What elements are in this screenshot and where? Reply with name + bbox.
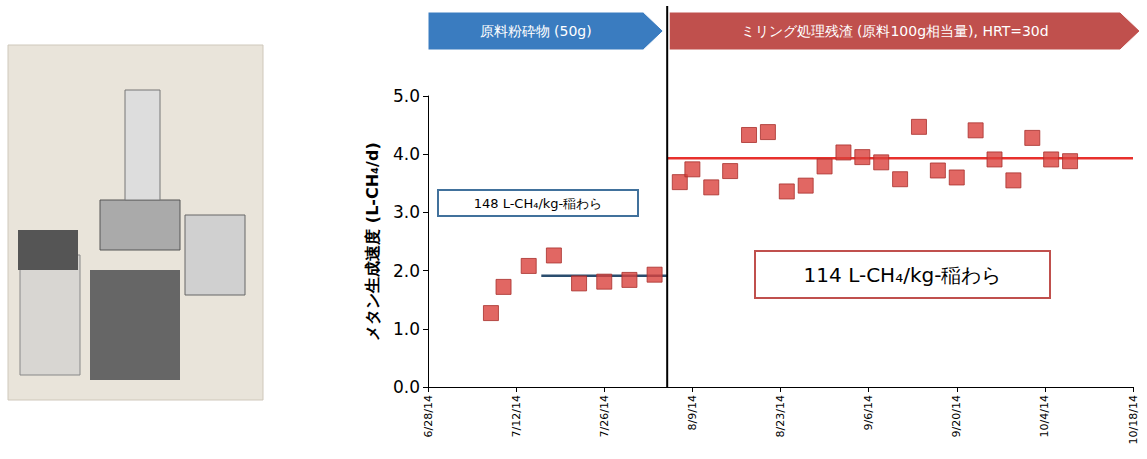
svg-text:3.0: 3.0 (393, 202, 420, 222)
svg-text:6/28/14: 6/28/14 (422, 395, 435, 437)
svg-text:原料粉砕物 (50g): 原料粉砕物 (50g) (480, 23, 592, 39)
svg-text:9/6/14: 9/6/14 (862, 395, 875, 430)
svg-text:114 L-CH₄/kg-稲わら: 114 L-CH₄/kg-稲わら (804, 263, 1002, 287)
svg-text:148 L-CH₄/kg-稲わら: 148 L-CH₄/kg-稲わら (474, 196, 603, 211)
svg-text:メタン生成速度 (L-CH₄/d): メタン生成速度 (L-CH₄/d) (363, 142, 382, 340)
svg-text:1.0: 1.0 (393, 319, 420, 339)
svg-text:7/26/14: 7/26/14 (598, 395, 611, 437)
svg-text:10/18/14: 10/18/14 (1127, 395, 1140, 444)
svg-text:ミリング処理残渣 (原料100g相当量), HRT=30d: ミリング処理残渣 (原料100g相当量), HRT=30d (741, 23, 1049, 39)
svg-text:8/9/14: 8/9/14 (686, 395, 699, 430)
svg-text:4.0: 4.0 (393, 144, 420, 164)
svg-text:7/12/14: 7/12/14 (510, 395, 523, 437)
svg-text:8/23/14: 8/23/14 (774, 395, 787, 437)
svg-text:9/20/14: 9/20/14 (950, 395, 963, 437)
svg-text:2.0: 2.0 (393, 261, 420, 281)
svg-text:5.0: 5.0 (393, 86, 420, 106)
svg-text:0.0: 0.0 (393, 377, 420, 397)
svg-text:10/4/14: 10/4/14 (1038, 395, 1051, 437)
